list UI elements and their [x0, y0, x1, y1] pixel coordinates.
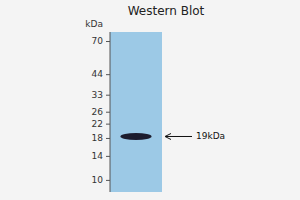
- y-tick-label: 70: [92, 36, 104, 46]
- y-ticks: 70 44 33 26 22 18 14 10: [92, 36, 110, 185]
- annotation-label: 19kDa: [196, 131, 225, 141]
- y-tick-label: 26: [92, 107, 104, 117]
- annotation-arrow-head: [165, 133, 171, 139]
- y-tick-label: 22: [92, 119, 103, 129]
- chart-container: Western Blot 70 44 33 26 22 18 14 10 kDa 19kDa: [0, 0, 300, 200]
- y-tick: [106, 74, 110, 75]
- annotations: 19kDa: [165, 131, 225, 141]
- y-tick: [106, 41, 110, 42]
- y-tick: [106, 112, 110, 113]
- title: Western Blot: [128, 4, 205, 18]
- y-tick-label: 10: [92, 175, 104, 185]
- y-tick-label: 18: [92, 133, 104, 143]
- chart-svg: Western Blot 70 44 33 26 22 18 14 10 kDa 19kDa: [0, 0, 300, 200]
- y-tick-label: 33: [92, 90, 103, 100]
- y-axis-label: kDa: [85, 19, 103, 29]
- annotation-arrow: [166, 136, 192, 137]
- y-tick-label: 44: [92, 69, 104, 79]
- y-tick-label: 14: [92, 151, 104, 161]
- band: [120, 133, 151, 140]
- marks: [120, 133, 151, 140]
- y-tick: [106, 124, 110, 125]
- y-tick: [106, 95, 110, 96]
- lane: [110, 32, 162, 192]
- y-tick: [106, 156, 110, 157]
- y-tick: [106, 138, 110, 139]
- y-tick: [106, 180, 110, 181]
